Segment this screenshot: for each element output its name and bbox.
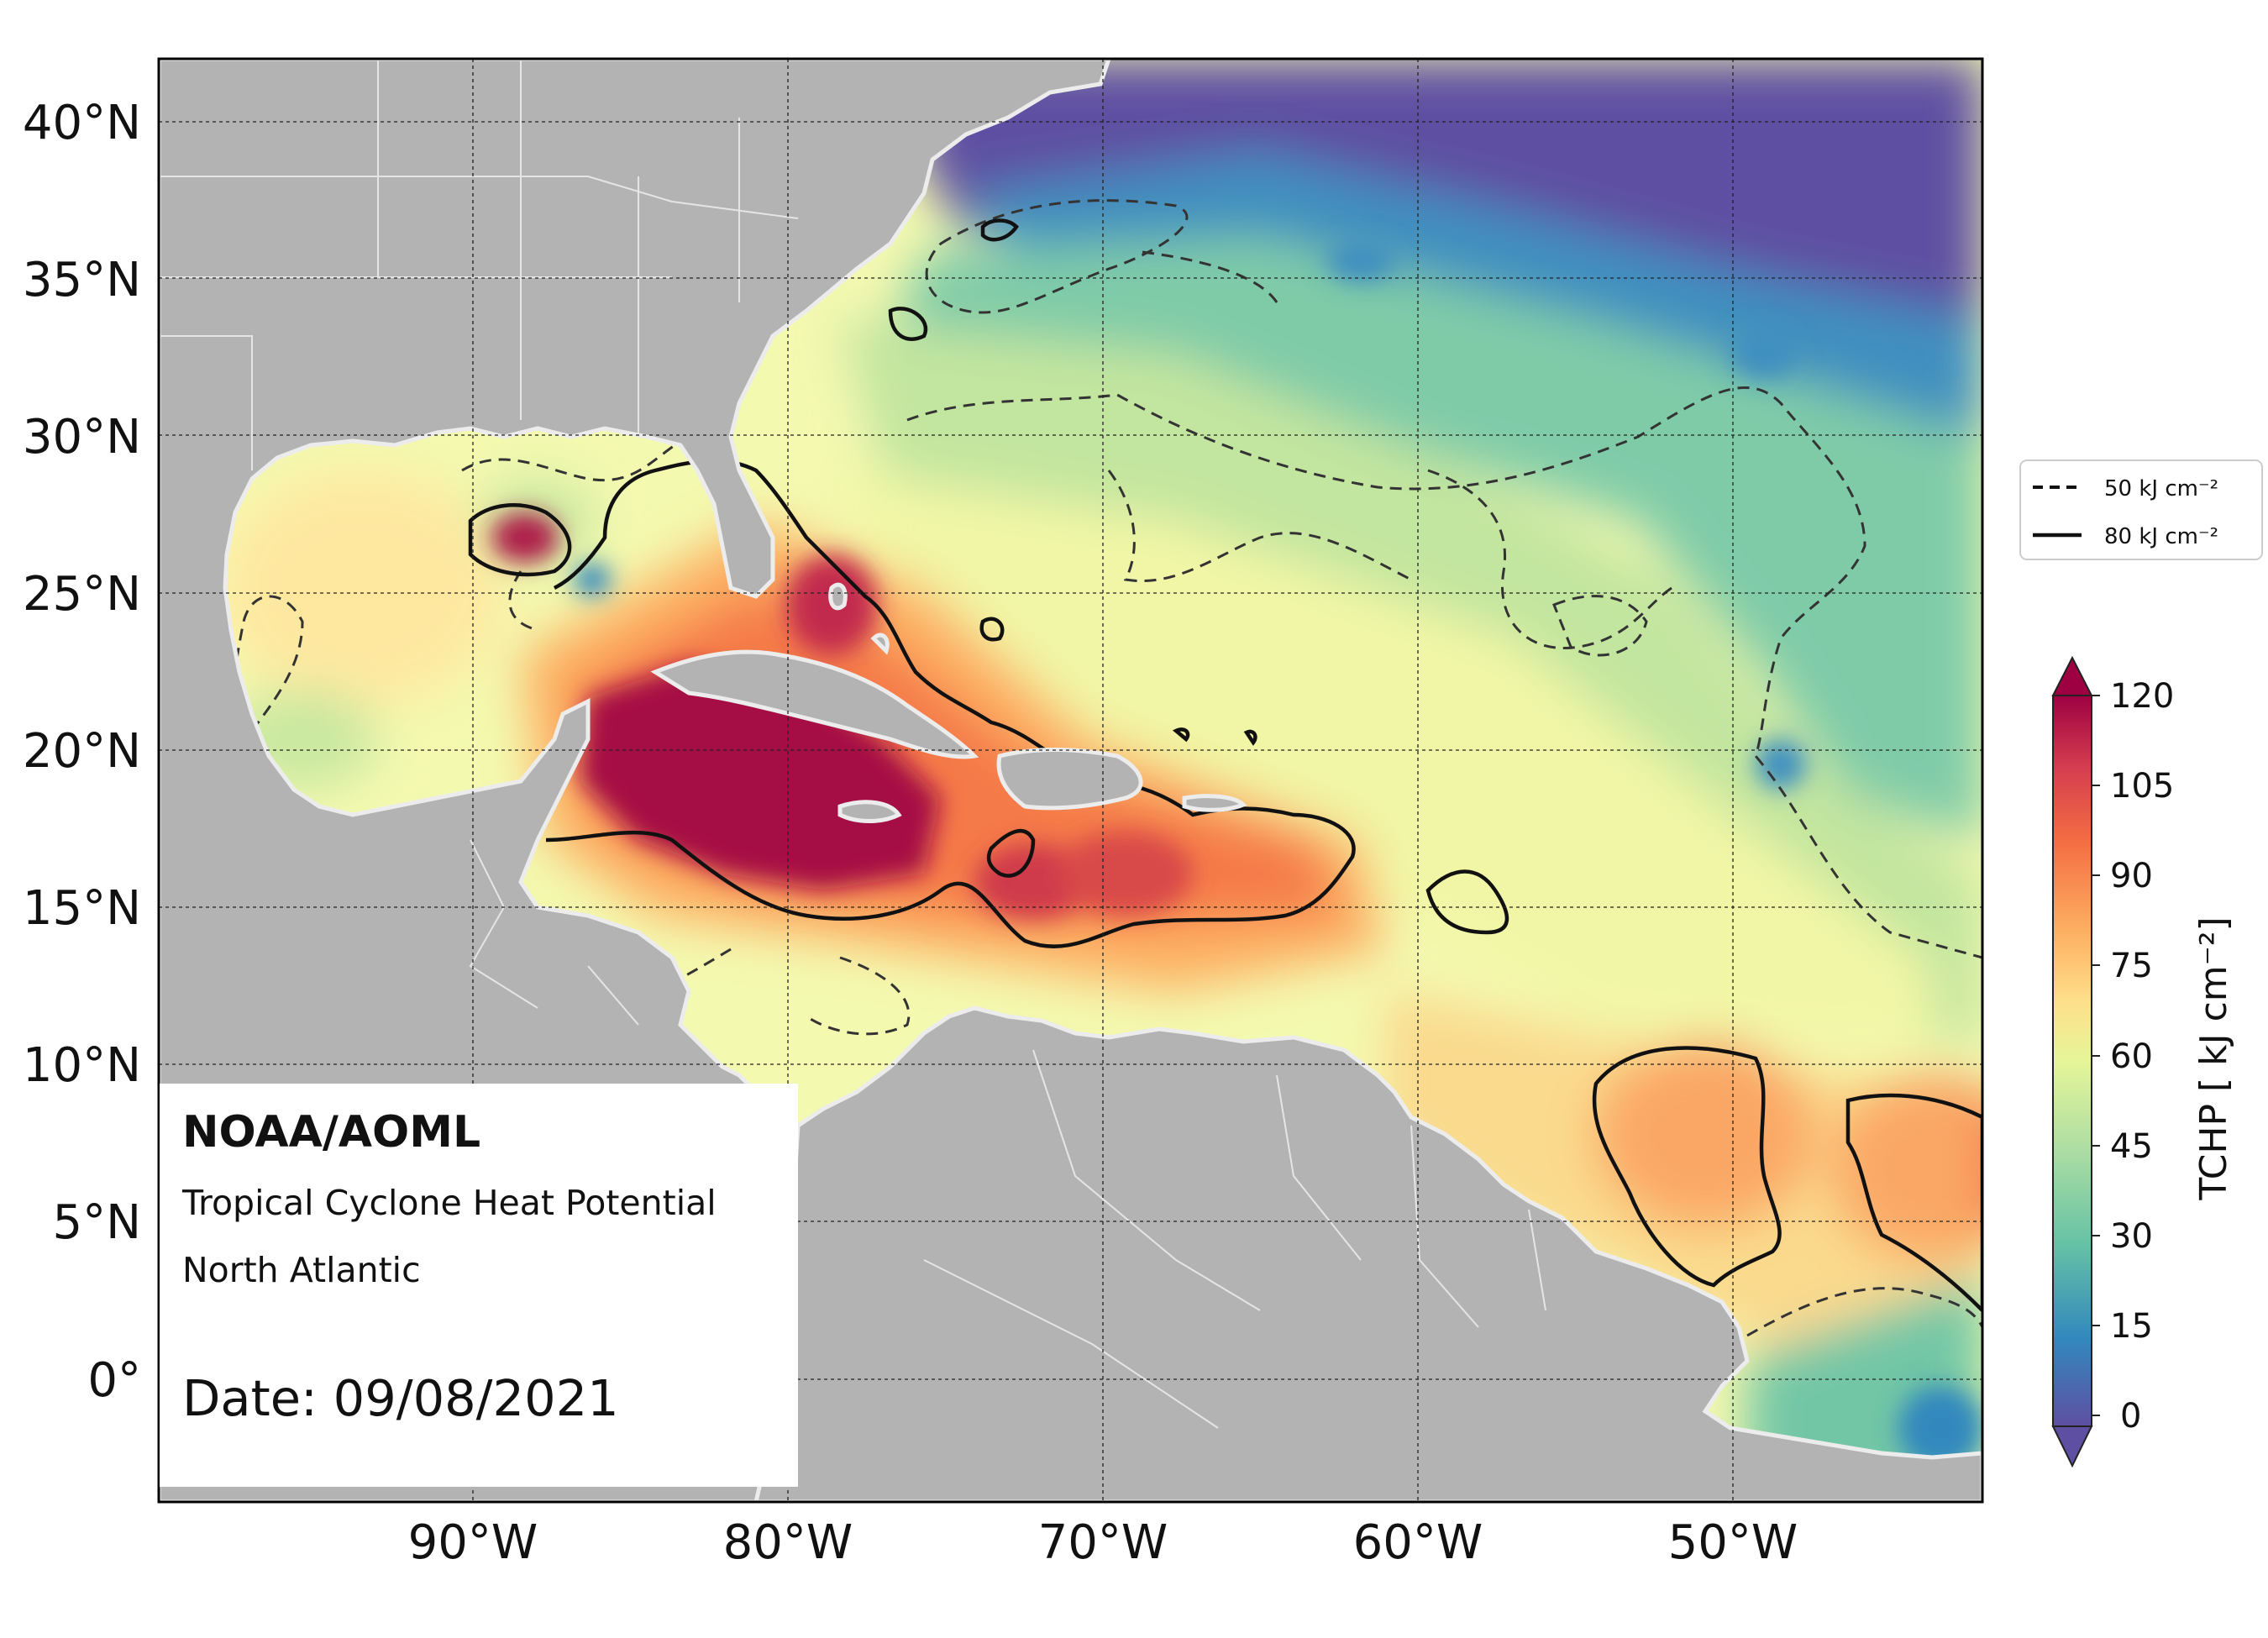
map-frame xyxy=(157,57,1984,1504)
lat-label: 15°N xyxy=(23,881,141,936)
lat-label: 30°N xyxy=(23,410,141,465)
contour-legend: 50 kJ cm⁻² 80 kJ cm⁻² xyxy=(2019,459,2263,560)
contour-50 xyxy=(234,199,1982,1337)
lon-label: 80°W xyxy=(723,1515,853,1570)
colorbar-tick: 30 xyxy=(2110,1217,2153,1256)
colorbar-tick: 90 xyxy=(2110,857,2153,895)
latitude-labels: 40°N 35°N 30°N 25°N 20°N 15°N 10°N 5°N 0… xyxy=(23,96,141,1408)
colorbar-tick: 45 xyxy=(2110,1127,2153,1166)
colorbar: 120 105 90 75 60 45 30 15 0 TCHP [ kJ cm… xyxy=(2051,655,2235,1468)
region-label: North Atlantic xyxy=(182,1250,421,1290)
lat-label: 10°N xyxy=(23,1038,141,1093)
lat-label: 5°N xyxy=(52,1195,141,1250)
colorbar-tick: 15 xyxy=(2110,1307,2153,1346)
product-label: Tropical Cyclone Heat Potential xyxy=(182,1183,717,1223)
colorbar-tick: 75 xyxy=(2110,947,2153,985)
colorbar-gradient xyxy=(2052,695,2092,1427)
colorbar-min-arrow xyxy=(2051,1425,2093,1468)
lon-label: 50°W xyxy=(1668,1515,1798,1570)
contour-80 xyxy=(468,218,1982,1314)
colorbar-tick: 0 xyxy=(2120,1397,2141,1436)
colorbar-tick: 120 xyxy=(2110,677,2174,716)
colorbar-label: TCHP [ kJ cm⁻²] xyxy=(2192,916,2235,1200)
legend-label-50: 50 kJ cm⁻² xyxy=(2104,476,2218,501)
date-label: Date: 09/08/2021 xyxy=(182,1369,619,1427)
colorbar-max-arrow xyxy=(2051,655,2093,696)
lat-label: 35°N xyxy=(23,253,141,307)
lat-label: 20°N xyxy=(23,724,141,779)
legend-label-80: 80 kJ cm⁻² xyxy=(2104,524,2218,549)
lat-label: 0° xyxy=(87,1353,141,1408)
lat-label: 40°N xyxy=(23,96,141,150)
lon-label: 90°W xyxy=(408,1515,538,1570)
lon-label: 60°W xyxy=(1353,1515,1483,1570)
organization-label: NOAA/AOML xyxy=(182,1107,481,1158)
lat-label: 25°N xyxy=(23,567,141,622)
colorbar-tick: 60 xyxy=(2110,1037,2153,1076)
map-panel xyxy=(159,59,1982,1502)
lon-label: 70°W xyxy=(1038,1515,1168,1570)
colorbar-tick: 105 xyxy=(2110,767,2174,806)
longitude-labels: 90°W 80°W 70°W 60°W 50°W xyxy=(408,1515,1798,1570)
political-borders xyxy=(159,59,1546,1429)
info-panel xyxy=(160,1084,798,1487)
